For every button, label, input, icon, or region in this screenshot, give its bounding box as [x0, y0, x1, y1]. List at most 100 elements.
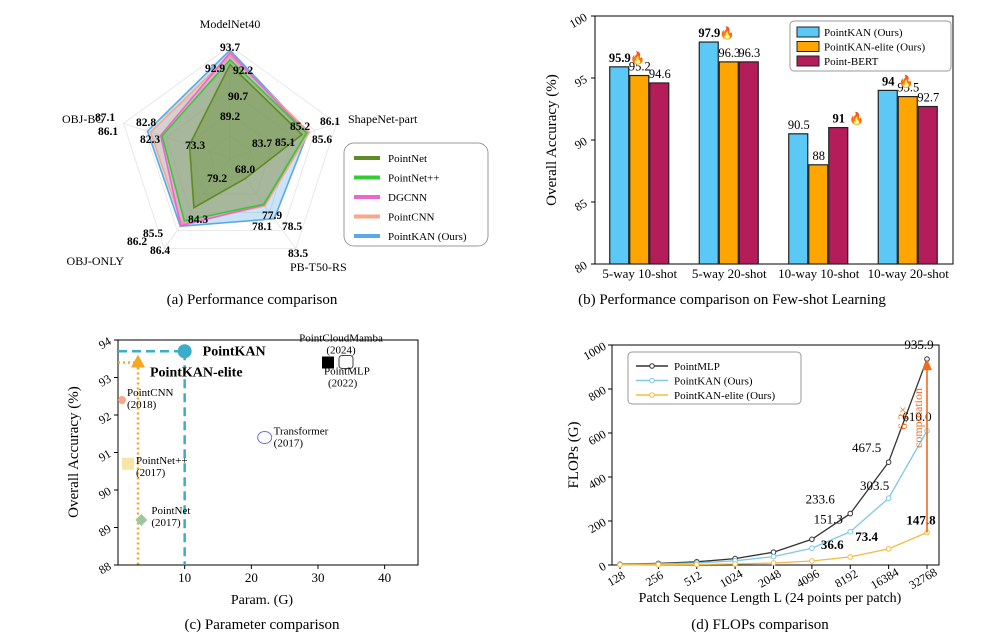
radar-value-label: 83.7: [252, 138, 272, 150]
radar-value-label: 86.1: [320, 116, 340, 128]
bar-value-label: 97.9: [698, 26, 720, 40]
line-point: [732, 561, 738, 567]
radar-axis-label: ModelNet40: [200, 17, 261, 31]
x-axis-title: Param. (G): [231, 593, 294, 608]
radar-value-label: 92.9: [205, 63, 225, 75]
y-tick-label: 0: [596, 559, 608, 574]
y-axis-title: Overall Accuracy (%): [544, 74, 560, 206]
bar: [877, 89, 898, 265]
line-point: [617, 562, 623, 568]
radar-value-label: 86.4: [150, 245, 170, 257]
legend-swatch: [796, 55, 820, 67]
radar-value-label: 86.1: [98, 126, 118, 138]
legend-label: PointKAN (Ours): [824, 27, 903, 39]
y-tick-label: 400: [586, 471, 609, 492]
bar: [738, 61, 759, 265]
bar-value-label: 95.9: [609, 51, 631, 65]
bar-value-label: 91: [833, 112, 846, 126]
y-tick-label: 600: [586, 427, 609, 448]
line-legend: PointMLP PointKAN (Ours) PointKAN-elite (O…: [627, 351, 802, 405]
x-axis-title: Patch Sequence Length L (24 points per p…: [639, 591, 902, 606]
point-year-label: (2017): [151, 517, 181, 529]
flops-annotation: 147.8: [906, 512, 936, 527]
radar-axis-label: PB-T50-RS: [290, 260, 347, 274]
bar: [649, 82, 670, 265]
param-scatter-panel: 10 20 30 40 88 89 90 91 92 93 94 Param. (G) Overall …: [66, 333, 419, 608]
bar: [718, 61, 739, 265]
radar-value-label: 86.2: [127, 236, 147, 248]
radar-value-label: 93.7: [220, 42, 240, 54]
legend-label: DGCNN: [388, 192, 427, 204]
y-tick-label: 800: [586, 383, 609, 404]
caption-b: (b) Performance comparison on Few-shot L…: [578, 292, 886, 308]
y-tick-label: 90: [572, 134, 589, 152]
radar-chart-panel: ModelNet40 ShapeNet-part PB-T50-RS OBJ-ONLY…: [62, 17, 489, 274]
radar-axis-label: OBJ-ONLY: [67, 254, 125, 268]
radar-grid-ring: [165, 90, 295, 213]
x-tick-label: 30: [312, 570, 325, 585]
x-tick-label: 2048: [756, 566, 784, 590]
legend-label: PointMLP: [674, 361, 720, 373]
marker-PointNet: [135, 514, 148, 526]
fire-icon: 🔥: [849, 112, 864, 126]
flops-annotation: 73.4: [855, 529, 878, 544]
point-name-label: PointKAN-elite: [150, 366, 243, 381]
y-tick-label: 94: [96, 334, 113, 352]
bar-value-label: 90.5: [788, 118, 810, 132]
bar-legend: PointKAN (Ours) PointKAN-elite (Ours) Poin…: [789, 20, 952, 72]
y-tick-label: 95: [572, 72, 589, 90]
x-tick-label: 16384: [868, 565, 901, 592]
y-tick-label: 92: [96, 409, 113, 427]
bar-value-label: 96.3: [738, 46, 760, 60]
radar-value-label: 89.2: [220, 111, 240, 123]
radar-grid-ring: [208, 135, 252, 177]
line-point: [770, 560, 777, 566]
radar-legend: PointNet PointNet++ DGCNN PointCNN PointKAN …: [343, 142, 489, 247]
radar-spoke: [229, 157, 297, 249]
legend-label: PointCNN: [388, 212, 435, 224]
radar-axis-label: ShapeNet-part: [348, 112, 418, 126]
y-tick-label: 80: [572, 258, 589, 276]
radar-value-label: 85.6: [312, 134, 332, 146]
plot-frame: [117, 339, 419, 566]
bar-value-label: 95.2: [629, 60, 651, 74]
line-point: [847, 510, 854, 517]
legend-label: PointKAN-elite (Ours): [674, 390, 775, 402]
point-name-label: Transformer: [274, 426, 329, 438]
x-tick-label: 40: [378, 570, 391, 585]
reduction-arrow-head: [922, 359, 932, 371]
fire-icon: 🔥: [720, 26, 735, 40]
radar-value-label: 85.5: [143, 228, 163, 240]
point-name-label: PointNet++: [136, 455, 188, 467]
legend-box: [789, 20, 952, 72]
bar-value-label: 94.6: [649, 67, 671, 81]
y-tick-label: 91: [96, 446, 113, 464]
line-point: [809, 558, 815, 564]
point-year-label: (2017): [136, 467, 166, 479]
y-tick-label: 88: [96, 559, 113, 577]
radar-value-label: 79.2: [207, 173, 227, 185]
line-point: [770, 553, 777, 560]
radar-value-label: 85.1: [275, 137, 295, 149]
radar-value-label: 68.0: [235, 164, 255, 176]
legend-label: PointNet++: [388, 173, 440, 185]
point-name-label: PointKAN: [203, 344, 266, 359]
radar-spoke: [163, 157, 231, 249]
x-tick-label: 10: [178, 570, 191, 585]
fire-icon: 🔥: [899, 74, 914, 88]
radar-series-pointnet-: [161, 58, 308, 222]
legend-marker: [649, 377, 655, 384]
radar-spoke: [123, 123, 231, 159]
marker-PointKAN-elite: [131, 354, 145, 368]
x-tick-label: 20: [245, 570, 258, 585]
caption-c: (c) Parameter comparison: [185, 617, 340, 633]
radar-value-label: 92.2: [233, 65, 253, 77]
legend-marker: [649, 363, 655, 369]
legend-box: [343, 142, 489, 247]
line-point: [655, 561, 662, 568]
y-tick-label: 1000: [581, 339, 609, 363]
y-axis-title: Overall Accuracy (%): [66, 386, 82, 518]
x-tick-label: 32768: [907, 565, 940, 592]
bar-value-label: 93.5: [897, 81, 919, 95]
